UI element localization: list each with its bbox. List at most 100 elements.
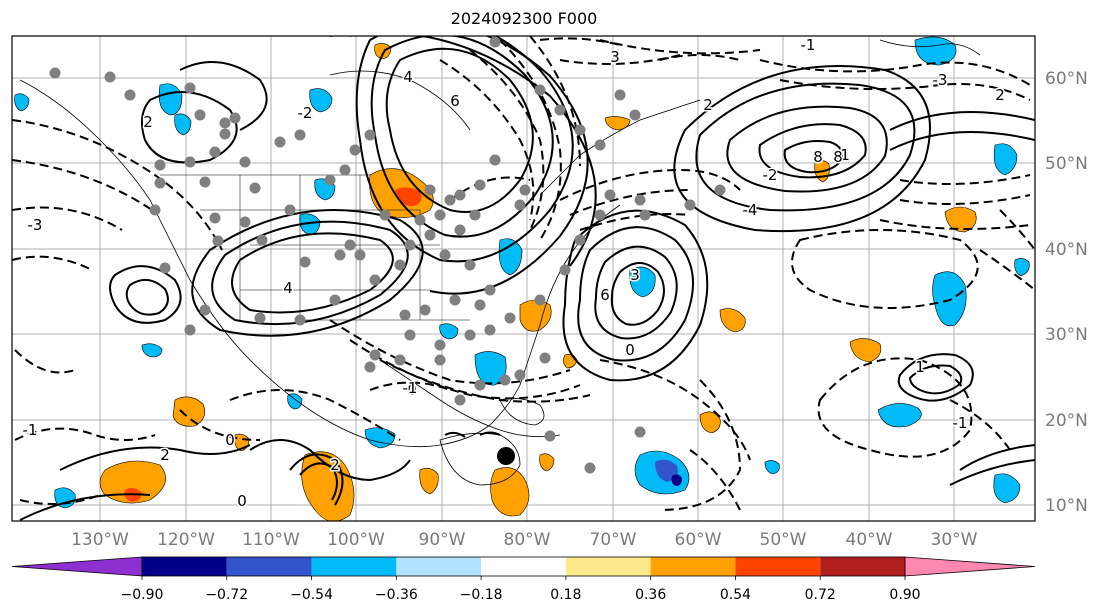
colorbar-tick-label: −0.72: [205, 587, 248, 603]
station-dot: [394, 259, 406, 271]
station-dot: [194, 109, 206, 121]
latitude-label: 10°N: [1045, 496, 1088, 516]
station-dot: [474, 379, 486, 391]
negative-anomaly-patch: [14, 93, 30, 112]
station-dot: [604, 189, 616, 201]
longitude-label: 60°W: [675, 530, 722, 550]
positive-anomaly-patch: [490, 467, 530, 517]
colorbar-tick-label: 0.90: [889, 587, 920, 603]
positive-anomaly-patch: [699, 411, 721, 434]
contour-label: 4: [403, 68, 413, 86]
station-dot: [294, 314, 306, 326]
dashed-contour-line: [659, 54, 741, 61]
station-dot: [404, 239, 416, 251]
negative-anomaly-patch: [993, 143, 1018, 176]
dashed-contour-line: [499, 39, 562, 241]
colorbar-segment: [142, 557, 227, 576]
solid-contour-line: [610, 262, 665, 326]
negative-anomaly-patch: [299, 213, 321, 236]
dashed-contour-line: [559, 168, 741, 201]
solid-contour-line: [231, 232, 394, 314]
station-dot: [404, 329, 416, 341]
colorbar-tick-label: 0.18: [550, 587, 581, 603]
station-dot: [634, 194, 646, 206]
colorbar-segment: [735, 557, 821, 576]
negative-anomaly-patch: [877, 403, 922, 428]
station-dot: [104, 71, 116, 83]
dashed-contour-line: [14, 349, 76, 374]
negative-anomaly-patch: [993, 473, 1021, 504]
station-dot: [274, 136, 286, 148]
station-dot: [184, 324, 196, 336]
negative-anomaly-patch: [309, 88, 333, 113]
positive-anomaly-patch: [172, 396, 206, 427]
station-dot: [349, 144, 361, 156]
solid-contour-line: [577, 226, 694, 362]
station-dot: [684, 199, 696, 211]
dashed-contour-line: [379, 359, 591, 403]
station-dot: [209, 146, 221, 158]
dashed-contour-line: [879, 219, 1031, 230]
dashed-contour-line: [791, 229, 979, 309]
dashed-contour-line: [579, 213, 691, 231]
dashed-contour-line: [659, 379, 742, 511]
longitude-label: 120°W: [157, 530, 215, 550]
station-dot: [184, 82, 196, 94]
solid-contour-line: [355, 36, 574, 263]
negative-anomaly-patch: [629, 266, 656, 298]
contour-label: 3: [630, 266, 640, 284]
station-dot: [219, 117, 231, 129]
solid-contour-line: [889, 111, 1035, 131]
dashed-contour-line: [599, 359, 751, 461]
colorbar-extend-low: [11, 556, 143, 577]
station-dot: [329, 294, 341, 306]
station-dot: [474, 179, 486, 191]
negative-anomaly-patch: [932, 271, 967, 327]
colorbar-tick-label: −0.18: [460, 587, 503, 603]
contour-label: 8: [833, 148, 843, 166]
dashed-contour-line: [469, 49, 545, 231]
station-dot: [212, 235, 224, 247]
latitude-label: 30°N: [1045, 325, 1088, 345]
latitude-label: 60°N: [1045, 69, 1088, 89]
contour-label: 2: [143, 113, 153, 131]
station-dot: [239, 156, 251, 168]
solid-contour-line: [140, 91, 238, 164]
colorbar: −0.90 −0.72 −0.54 −0.36 −0.18 0.18 0.36 0.54 0.7…: [11, 556, 1036, 603]
station-dot: [439, 249, 451, 261]
contour-label: -1: [801, 36, 816, 54]
station-dot: [629, 109, 641, 121]
solid-contour-line: [726, 105, 888, 193]
solid-contour-line: [330, 36, 597, 267]
positive-anomaly-patch: [849, 338, 882, 363]
station-dot: [514, 369, 526, 381]
contour-label: 0: [625, 341, 635, 359]
gridlines: [12, 36, 1035, 521]
station-dot: [424, 184, 436, 196]
dashed-contour-line: [899, 194, 1031, 205]
station-dot: [199, 176, 211, 188]
dashed-contours: [12, 36, 1035, 511]
contour-label: -2: [298, 104, 313, 122]
station-dot: [489, 154, 501, 166]
colorbar-segment: [226, 557, 312, 576]
station-dot: [159, 262, 171, 274]
solid-contour-line: [959, 444, 1035, 471]
solid-contour-line: [562, 209, 709, 382]
dashed-contour-line: [179, 409, 261, 441]
contour-label: 6: [600, 286, 610, 304]
longitude-label: 80°W: [504, 530, 551, 550]
station-dot: [154, 177, 166, 189]
contour-label: -1: [23, 421, 38, 439]
station-dot: [514, 199, 526, 211]
station-dot: [364, 361, 376, 373]
station-dot: [544, 430, 556, 442]
station-dot: [394, 354, 406, 366]
storm-center-marker: [497, 447, 515, 465]
station-dot: [284, 204, 296, 216]
station-dot: [256, 234, 268, 246]
colorbar-tick-label: 0.54: [720, 587, 751, 603]
contour-label: 2: [330, 456, 340, 474]
